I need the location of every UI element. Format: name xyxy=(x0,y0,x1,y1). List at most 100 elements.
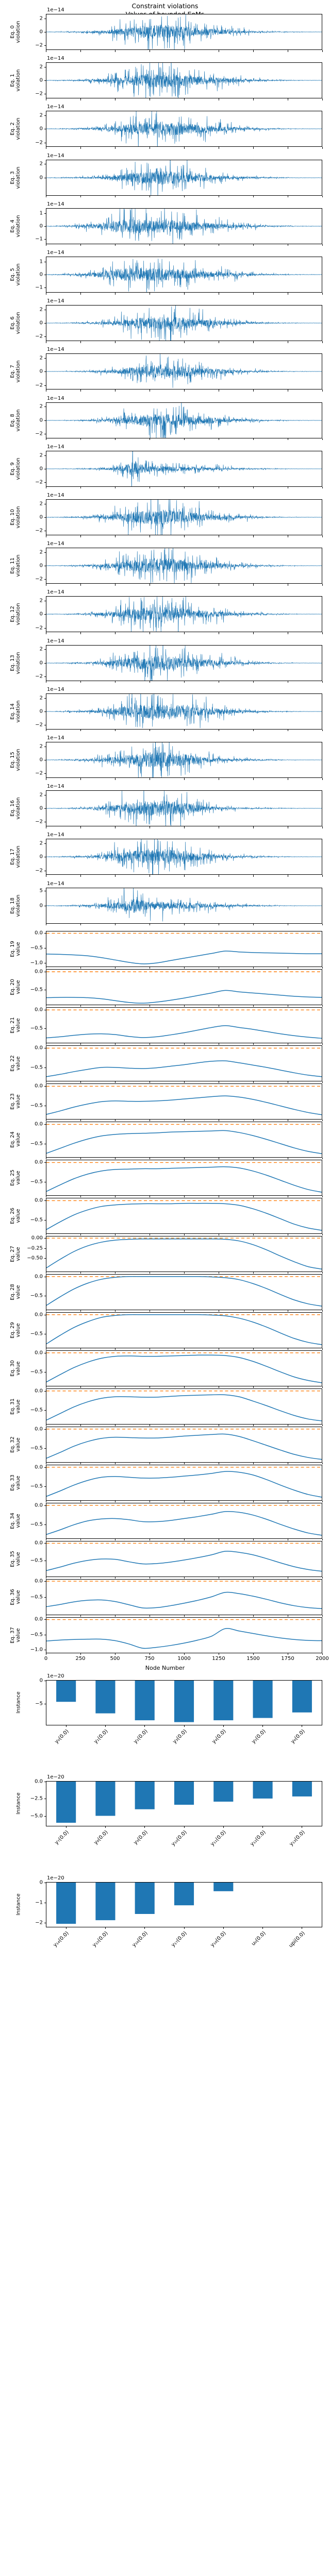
x-tick-mark xyxy=(114,1615,116,1617)
x-tick-mark xyxy=(80,875,81,877)
x-axis-label: Node Number xyxy=(145,1664,185,1671)
y-tick-label: 0.0 xyxy=(35,1350,43,1356)
x-tick-mark xyxy=(114,1538,116,1541)
bar-category-label: y₆(0.0) xyxy=(290,1728,306,1745)
data-curve xyxy=(46,1202,322,1231)
plot-area xyxy=(46,887,322,924)
y-tick-label: −2 xyxy=(35,333,43,340)
x-tick-mark xyxy=(114,98,116,100)
y-tick-label: −2 xyxy=(35,382,43,388)
x-tick-mark xyxy=(253,584,254,586)
x-tick-mark xyxy=(114,1081,116,1083)
y-axis-label: Eq. 21 value xyxy=(10,1016,21,1033)
x-tick-mark xyxy=(80,195,81,198)
x-tick-mark xyxy=(322,389,323,392)
y-offset-label: 1e−14 xyxy=(47,444,64,450)
y-tick-label: 0.0 xyxy=(35,1502,43,1509)
bar-category-label: upi(0.0) xyxy=(288,1930,306,1949)
y-axis-label: Eq. 26 value xyxy=(10,1207,21,1224)
y-tick-label: 0 xyxy=(39,368,43,375)
x-tick-mark xyxy=(322,826,323,828)
y-tick-label: 0.0 xyxy=(35,1045,43,1051)
plot-area xyxy=(46,930,322,967)
plot-area xyxy=(46,402,322,438)
x-tick-mark xyxy=(114,293,116,295)
y-tick-mark xyxy=(44,336,46,337)
y-tick-label: 5 xyxy=(39,888,43,894)
bar-category-label: y₂(0.0) xyxy=(132,1728,149,1745)
y-axis-label: Eq. 5 violation xyxy=(10,263,21,286)
y-tick-label: −2 xyxy=(35,42,43,48)
x-tick-mark xyxy=(114,826,116,828)
data-curve xyxy=(46,1276,322,1307)
y-tick-label: −2 xyxy=(35,140,43,146)
y-tick-mark xyxy=(44,663,46,664)
x-tick-mark xyxy=(114,1386,116,1388)
y-axis-label: Eq. 9 violation xyxy=(10,457,21,480)
y-axis-label: Eq. 22 value xyxy=(10,1055,21,1072)
x-tick-mark xyxy=(114,1195,116,1198)
x-tick-mark xyxy=(322,632,323,634)
data-curve xyxy=(46,1471,322,1498)
bar-category-label: y₁₈(0.0) xyxy=(209,1930,228,1948)
x-tick-mark xyxy=(80,1310,81,1312)
y-axis-label: Instance xyxy=(15,1893,22,1916)
x-tick-mark xyxy=(80,1538,81,1541)
plot-area xyxy=(46,1007,322,1043)
bar xyxy=(56,1680,76,1702)
figure-title-line1: Constraint violations xyxy=(131,2,199,10)
y-tick-label: −0.5 xyxy=(30,1331,43,1337)
x-tick-mark xyxy=(114,486,116,489)
y-axis-label: Eq. 34 value xyxy=(10,1512,21,1529)
x-tick-mark xyxy=(114,923,116,926)
y-tick-mark xyxy=(44,213,46,214)
plot-area xyxy=(46,1312,322,1348)
x-tick-mark xyxy=(322,1081,323,1083)
x-tick-mark xyxy=(322,1462,323,1465)
x-tick-mark xyxy=(262,1927,263,1929)
y-tick-label: 0 xyxy=(39,514,43,520)
bar-category-label: y₃(0.0) xyxy=(172,1728,188,1745)
y-offset-label: 1e−20 xyxy=(47,1673,64,1679)
x-tick-mark xyxy=(322,1538,323,1541)
y-offset-label: 1e−14 xyxy=(47,784,64,790)
y-axis-label: Eq. 29 value xyxy=(10,1321,21,1338)
data-curve xyxy=(46,1130,322,1154)
x-tick-mark xyxy=(184,98,185,100)
plot-area xyxy=(46,1464,322,1501)
x-tick-mark xyxy=(80,632,81,634)
x-tick-mark xyxy=(253,1424,254,1427)
y-tick-mark xyxy=(44,1086,46,1087)
y-axis-label: Eq. 36 value xyxy=(10,1588,21,1605)
y-offset-label: 1e−14 xyxy=(47,7,64,13)
plot-area xyxy=(46,1083,322,1120)
x-tick-mark xyxy=(322,1157,323,1160)
y-tick-label: 0 xyxy=(39,708,43,715)
x-tick-mark xyxy=(184,584,185,586)
x-tick-mark xyxy=(253,1500,254,1503)
y-tick-mark xyxy=(44,1581,46,1582)
x-tick-mark xyxy=(253,1195,254,1198)
x-tick-label: 0 xyxy=(44,1655,48,1662)
bar xyxy=(292,1781,312,1797)
x-tick-mark xyxy=(114,778,116,780)
x-tick-mark xyxy=(184,341,185,343)
y-tick-label: −1 xyxy=(35,236,43,242)
y-tick-mark xyxy=(44,1429,46,1430)
y-tick-mark xyxy=(44,1467,46,1468)
y-axis-label: Eq. 7 violation xyxy=(10,360,21,383)
plot-area xyxy=(46,353,322,390)
y-tick-mark xyxy=(44,808,46,809)
x-tick-mark xyxy=(80,1424,81,1427)
y-tick-label: 0.0 xyxy=(35,1578,43,1584)
y-tick-label: 0.0 xyxy=(35,1197,43,1204)
bar-category-label: y₁₃(0.0) xyxy=(288,1829,306,1848)
y-tick-label: 0 xyxy=(39,223,43,229)
x-tick-mark xyxy=(80,1462,81,1465)
x-tick-mark xyxy=(253,195,254,198)
y-tick-mark xyxy=(44,552,46,553)
bar xyxy=(56,1781,76,1823)
x-tick-mark xyxy=(114,1119,116,1122)
x-tick-mark xyxy=(322,98,323,100)
y-offset-label: 1e−14 xyxy=(47,493,64,498)
